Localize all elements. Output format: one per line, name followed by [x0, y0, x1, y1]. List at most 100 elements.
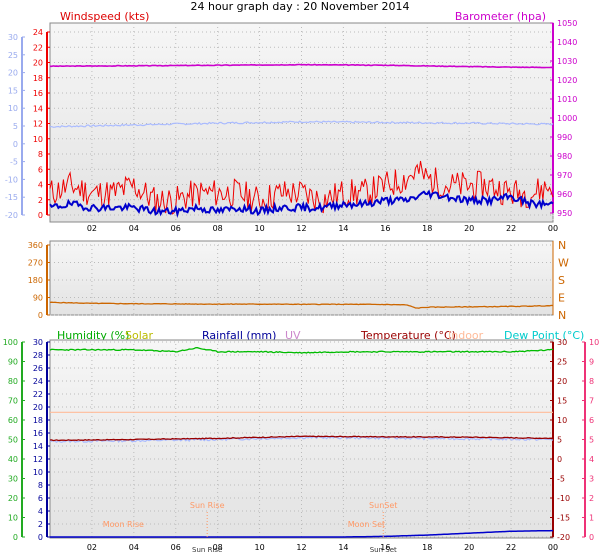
temperature-trace-line — [49, 120, 554, 128]
humidity-tick-label: 70 — [8, 397, 18, 406]
uv-index-tick-label: 6 — [589, 416, 594, 425]
wind-panel-x-tick-label: 04 — [129, 224, 139, 233]
climate-panel-x-tick-label: 04 — [129, 543, 139, 552]
temp-scale-tick-label: -5 — [10, 158, 18, 167]
temperature-tick-label: -15 — [557, 514, 570, 523]
rainfall-tick-label: 2 — [38, 520, 43, 529]
compass-label: E — [558, 292, 565, 305]
climate-panel-x-tick-label: 20 — [464, 543, 474, 552]
barometer-tick-label: 950 — [557, 209, 572, 218]
legend-indoor: Indoor — [448, 329, 484, 342]
rainfall-tick-label: 20 — [33, 403, 43, 412]
sun-event-label: Sun Rise — [190, 501, 225, 510]
wind-panel-x-tick-label: 22 — [506, 224, 516, 233]
temperature-tick-label: -10 — [557, 494, 570, 503]
moon-event-label: Moon Rise — [103, 520, 144, 529]
climate-panel-x-tick-label: 02 — [87, 543, 97, 552]
compass-label: W — [558, 257, 569, 270]
uv-index-tick-label: 3 — [589, 475, 594, 484]
barometer-tick-label: 1030 — [557, 57, 577, 66]
temperature-tick-label: -20 — [557, 533, 570, 542]
windspeed-tick-label: 16 — [33, 89, 43, 98]
humidity-tick-label: 40 — [8, 455, 18, 464]
wind-panel-x-tick-label: 16 — [380, 224, 390, 233]
rainfall-tick-label: 24 — [33, 377, 43, 386]
climate-panel-x-tick-label: 08 — [213, 543, 223, 552]
windspeed-tick-label: 8 — [38, 150, 43, 159]
temp-scale-tick-label: 30 — [8, 33, 18, 42]
wind-gust-line — [49, 160, 554, 215]
direction-tick-label: 360 — [28, 241, 43, 250]
legend-rainfall: Rainfall (mm) — [202, 329, 276, 342]
rainfall-tick-label: 6 — [38, 494, 43, 503]
humidity-tick-label: 30 — [8, 475, 18, 484]
barometer-tick-label: 970 — [557, 171, 572, 180]
rainfall-tick-label: 8 — [38, 481, 43, 490]
barometer-tick-label: 1000 — [557, 114, 577, 123]
uv-index-tick-label: 8 — [589, 377, 594, 386]
barometer-tick-label: 960 — [557, 190, 572, 199]
humidity-tick-label: 60 — [8, 416, 18, 425]
humidity-tick-label: 90 — [8, 358, 18, 367]
direction-tick-label: 90 — [33, 294, 43, 303]
rainfall-tick-label: 0 — [38, 533, 43, 542]
rainfall-line — [50, 529, 553, 538]
uv-index-tick-label: 0 — [589, 533, 594, 542]
temperature-tick-label: 15 — [557, 397, 567, 406]
temp-scale-tick-label: 10 — [8, 104, 18, 113]
rainfall-tick-label: 10 — [33, 468, 43, 477]
climate-panel-x-tick-label: 06 — [171, 543, 181, 552]
temperature-tick-label: 25 — [557, 358, 567, 367]
temp-scale-tick-label: 5 — [13, 122, 18, 131]
temperature-tick-label: -5 — [557, 475, 565, 484]
wind-panel-x-tick-label: 14 — [338, 224, 348, 233]
moon-event-label: Moon Set — [348, 520, 385, 529]
wind-panel-x-tick-label: 00 — [548, 224, 558, 233]
rainfall-tick-label: 22 — [33, 390, 43, 399]
wind-panel-x-tick-label: 18 — [422, 224, 432, 233]
windspeed-tick-label: 4 — [38, 181, 43, 190]
temp-scale-tick-label: 15 — [8, 86, 18, 95]
climate-panel-x-tick-label: 14 — [338, 543, 348, 552]
windspeed-tick-label: 6 — [38, 165, 43, 174]
direction-tick-label: 0 — [38, 311, 43, 320]
wind-average-line — [49, 189, 554, 218]
barometer-axis-title: Barometer (hpa) — [455, 10, 546, 23]
uv-index-tick-label: 1 — [589, 514, 594, 523]
barometer-tick-label: 980 — [557, 152, 572, 161]
temp-scale-tick-label: 0 — [13, 140, 18, 149]
humidity-tick-label: 10 — [8, 514, 18, 523]
uv-index-tick-label: 5 — [589, 436, 594, 445]
climate-panel-x-tick-label: 18 — [422, 543, 432, 552]
compass-label: N — [558, 239, 566, 252]
legend-temperature: Temperature (°C) — [360, 329, 456, 342]
windspeed-axis-title: Windspeed (kts) — [60, 10, 149, 23]
wind-panel-x-tick-label: 08 — [213, 224, 223, 233]
legend-humidity: Humidity (%) — [57, 329, 129, 342]
uv-index-tick-label: 4 — [589, 455, 594, 464]
temperature-tick-label: 5 — [557, 436, 562, 445]
direction-tick-label: 180 — [28, 276, 43, 285]
rainfall-tick-label: 12 — [33, 455, 43, 464]
legend-solar: Solar — [125, 329, 154, 342]
windspeed-tick-label: 14 — [33, 104, 43, 113]
temp-scale-tick-label: 25 — [8, 51, 18, 60]
climate-panel-x-tick-label: 16 — [380, 543, 390, 552]
rainfall-tick-label: 14 — [33, 442, 43, 451]
temperature-line — [49, 435, 554, 442]
rainfall-tick-label: 26 — [33, 364, 43, 373]
barometer-tick-label: 1010 — [557, 95, 577, 104]
sun-event-label: SunSet — [369, 501, 397, 510]
wind-direction-line — [49, 301, 554, 309]
legend-uv: UV — [285, 329, 301, 342]
climate-panel-x-tick-label: 10 — [254, 543, 264, 552]
wind-panel-x-tick-label: 06 — [171, 224, 181, 233]
temp-scale-tick-label: -20 — [5, 211, 18, 220]
windspeed-tick-label: 12 — [33, 120, 43, 129]
barometer-tick-label: 1050 — [557, 19, 577, 28]
direction-tick-label: 270 — [28, 259, 43, 268]
windspeed-tick-label: 22 — [33, 43, 43, 52]
temp-scale-tick-label: -10 — [5, 175, 18, 184]
